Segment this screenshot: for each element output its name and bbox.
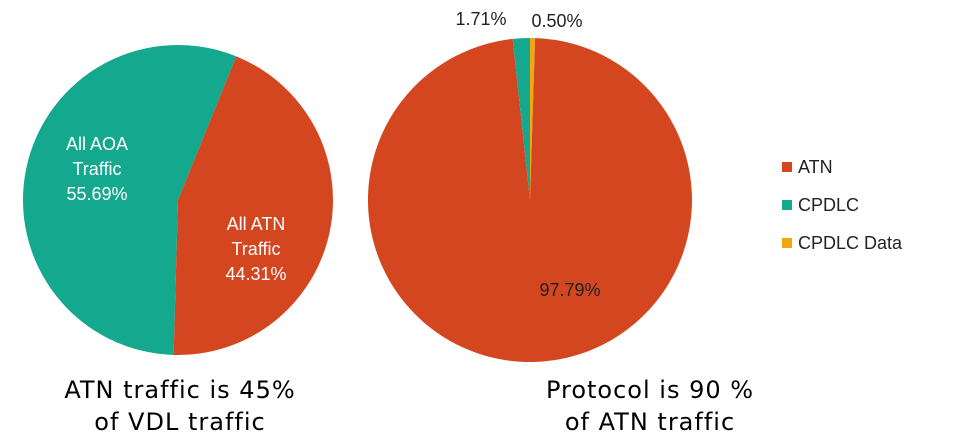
slice-label: Traffic [231, 239, 280, 259]
legend-entry-atn: ATN [782, 148, 902, 186]
pie-chart-vdl-traffic: All AOA Traffic 55.69% All ATN Traffic 44.31% [22, 45, 333, 356]
legend-swatch-atn [782, 162, 792, 172]
pie-slice-atn-traffic [173, 56, 333, 356]
caption-line: of ATN traffic [564, 408, 736, 436]
slice-label: All ATN [227, 214, 286, 234]
pie-slice-cpdlc [512, 37, 530, 200]
legend-entry-cpdlc: CPDLC [782, 186, 902, 224]
slice-label: 55.69% [66, 184, 127, 204]
slice-label-cpdlc: 1.71% [455, 9, 506, 29]
slice-label-atn: 97.79% [539, 280, 600, 300]
caption-line: of VDL traffic [94, 408, 266, 436]
legend-label: ATN [798, 156, 833, 177]
legend-swatch-cpdlc-data [782, 238, 792, 248]
caption-line: ATN traffic is 45% [64, 376, 296, 404]
legend-swatch-cpdlc [782, 200, 792, 210]
pie-slice-cpdlc-data [530, 38, 536, 200]
legend-entry-cpdlc-data: CPDLC Data [782, 224, 902, 262]
slice-label: 44.31% [225, 264, 286, 284]
legend-label: CPDLC Data [798, 232, 903, 253]
legend-label: CPDLC [798, 194, 860, 215]
pie-slice-atn [367, 38, 692, 362]
caption-atn-traffic: Protocol is 90 % of ATN traffic [470, 374, 830, 438]
slice-label: All AOA [66, 134, 128, 154]
slice-label: Traffic [72, 159, 121, 179]
legend: ATN CPDLC CPDLC Data [782, 148, 902, 262]
pie-slice-aoa-traffic [22, 45, 237, 355]
caption-vdl-traffic: ATN traffic is 45% of VDL traffic [30, 374, 330, 438]
caption-line: Protocol is 90 % [545, 376, 755, 404]
slice-label-cpdlc-data: 0.50% [531, 11, 582, 31]
pie-chart-atn-traffic: 97.79% 1.71% 0.50% [367, 9, 692, 362]
